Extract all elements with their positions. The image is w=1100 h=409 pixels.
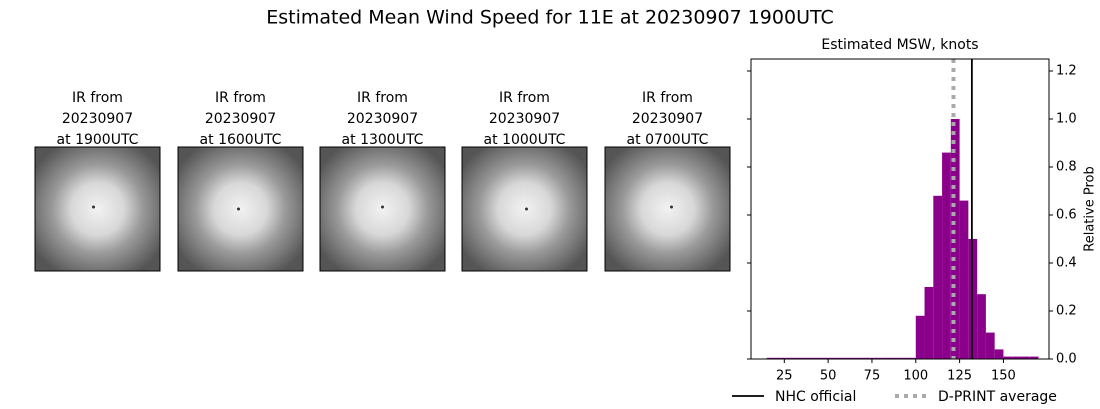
bar bbox=[810, 357, 820, 359]
panel-title: at 1000UTC bbox=[484, 132, 566, 148]
panel-title: 20230907 bbox=[205, 111, 276, 127]
y-tick-label: 0.0 bbox=[1056, 352, 1077, 367]
bar bbox=[801, 357, 811, 359]
bar bbox=[819, 357, 829, 359]
storm-eye bbox=[525, 207, 528, 211]
ir-image bbox=[319, 146, 446, 272]
panel-title: IR from bbox=[357, 90, 408, 106]
bar bbox=[959, 200, 969, 359]
bar bbox=[828, 357, 837, 359]
y-tick-label: 0.2 bbox=[1056, 304, 1077, 319]
bar bbox=[942, 152, 951, 359]
x-tick-label: 125 bbox=[947, 369, 972, 384]
x-tick-label: 100 bbox=[903, 369, 928, 384]
bar bbox=[933, 195, 943, 359]
y-tick-label: 0.8 bbox=[1056, 160, 1077, 175]
bar bbox=[766, 357, 776, 359]
bar bbox=[1020, 356, 1030, 359]
bar bbox=[1029, 356, 1039, 359]
bar bbox=[854, 357, 864, 359]
y-tick-label: 1.0 bbox=[1056, 112, 1077, 127]
x-tick-label: 150 bbox=[991, 369, 1016, 384]
ir-image bbox=[177, 146, 304, 272]
legend-label: D-PRINT average bbox=[938, 389, 1057, 405]
figure-title: Estimated Mean Wind Speed for 11E at 202… bbox=[266, 7, 834, 29]
ir-image bbox=[461, 146, 588, 272]
panel-title: 20230907 bbox=[632, 111, 703, 127]
storm-eye bbox=[381, 205, 384, 209]
storm-eye bbox=[237, 207, 240, 211]
bar bbox=[907, 357, 916, 359]
y-axis-label: Relative Prob bbox=[1083, 166, 1098, 251]
y-tick-label: 0.6 bbox=[1056, 208, 1077, 223]
panel-title: IR from bbox=[499, 90, 550, 106]
bar bbox=[994, 349, 1004, 359]
storm-eye bbox=[670, 205, 673, 209]
bar bbox=[836, 357, 846, 359]
x-tick-label: 50 bbox=[820, 369, 837, 384]
panel-title: at 1900UTC bbox=[57, 132, 139, 148]
panel-title: at 0700UTC bbox=[627, 132, 709, 148]
bar bbox=[985, 332, 995, 359]
bar bbox=[863, 357, 872, 359]
bar bbox=[977, 294, 986, 359]
x-tick-label: 75 bbox=[864, 369, 881, 384]
storm-eye bbox=[92, 205, 95, 209]
chart-title: Estimated MSW, knots bbox=[821, 37, 978, 53]
bar bbox=[871, 357, 881, 359]
plot-frame bbox=[750, 58, 1050, 360]
bar bbox=[784, 357, 794, 359]
panel-title: IR from bbox=[72, 90, 123, 106]
panel-title: 20230907 bbox=[62, 111, 133, 127]
bar bbox=[793, 357, 802, 359]
y-tick-label: 1.2 bbox=[1056, 64, 1077, 79]
bar bbox=[889, 357, 899, 359]
panel-title: 20230907 bbox=[489, 111, 560, 127]
y-tick-label: 0.4 bbox=[1056, 256, 1077, 271]
ir-image bbox=[34, 146, 161, 272]
bar bbox=[915, 315, 925, 359]
x-tick-label: 25 bbox=[776, 369, 793, 384]
bar bbox=[924, 287, 934, 359]
bar bbox=[775, 357, 785, 359]
ir-image bbox=[604, 146, 731, 272]
panel-title: at 1600UTC bbox=[200, 132, 282, 148]
panel-title: at 1300UTC bbox=[342, 132, 424, 148]
bar bbox=[1012, 356, 1021, 359]
bar bbox=[880, 357, 890, 359]
panel-title: IR from bbox=[642, 90, 693, 106]
bar bbox=[898, 357, 908, 359]
legend-label: NHC official bbox=[775, 389, 856, 405]
bar bbox=[1003, 356, 1013, 359]
panel-title: 20230907 bbox=[347, 111, 418, 127]
panel-title: IR from bbox=[215, 90, 266, 106]
bar bbox=[845, 357, 855, 359]
